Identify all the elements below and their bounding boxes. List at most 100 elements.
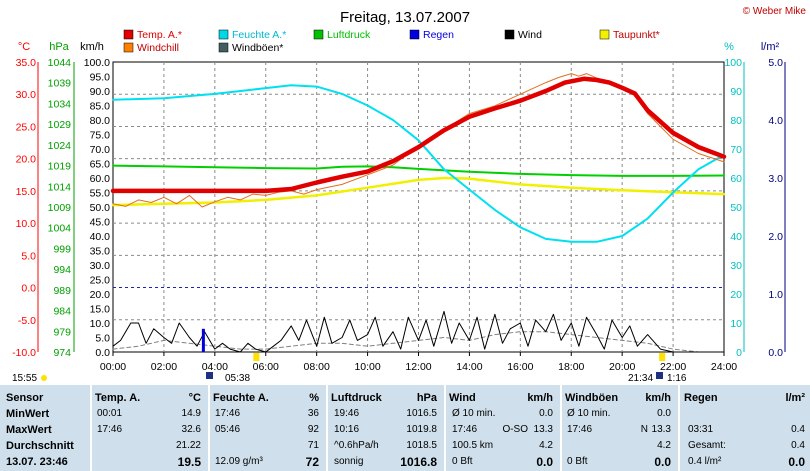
grid	[113, 62, 724, 352]
rain-tick-label: 4.0	[768, 115, 783, 127]
stats-column	[560, 385, 680, 471]
time-tick-label: 04:00	[202, 361, 228, 373]
temp-value: 21.22	[175, 440, 201, 451]
header-temp-unit: °C	[188, 392, 201, 404]
wind-tick-label: 95.0	[90, 72, 111, 84]
temp-tick-label: 20.0	[16, 154, 37, 166]
wind-value: 13.3	[533, 424, 553, 435]
pressure-tick-label: 1004	[48, 223, 72, 235]
temp-time: 17:46	[97, 424, 123, 435]
hum-time: 17:46	[215, 408, 241, 419]
sunrise-label: 05:38	[225, 373, 250, 384]
row-label: 13.07. 23:46	[6, 456, 68, 468]
wind-tick-label: 30.0	[90, 260, 111, 272]
stats-column	[326, 385, 446, 471]
legend-swatch	[504, 29, 515, 40]
rain-value: 0.4	[791, 440, 805, 451]
press-value: 1016.5	[406, 408, 437, 419]
header-gust: Windböen	[565, 392, 619, 404]
pressure-tick-label: 1019	[48, 161, 72, 173]
time-tick-label: 12:00	[405, 361, 431, 373]
wind-tick-label: 5.0	[95, 333, 110, 345]
press-time: ^0.6hPa/h	[334, 440, 379, 451]
stats-column	[208, 385, 328, 471]
legend-swatch	[218, 29, 229, 40]
wind-value: 0.0	[539, 408, 553, 419]
wind-tick-label: 10.0	[90, 318, 111, 330]
hum-value: 71	[307, 440, 319, 451]
legend-label: Temp. A.*	[137, 29, 182, 41]
stats-column	[0, 385, 92, 471]
series-luftdruck	[112, 164, 725, 177]
rain-tick-label: 2.0	[768, 231, 783, 243]
wind-info: 17:46	[452, 424, 478, 435]
wind-tick-label: 25.0	[90, 275, 111, 287]
rain-tick-label: 1.0	[768, 289, 783, 301]
stats-column	[90, 385, 210, 471]
wind-tick-label: 35.0	[90, 246, 111, 258]
wind-tick-label: 100.0	[84, 57, 110, 69]
gust-info: 17:46	[567, 424, 593, 435]
gust-value: 4.2	[657, 440, 671, 451]
humidity-tick-label: 40	[730, 231, 742, 243]
row-label: MaxWert	[6, 424, 52, 436]
moon-icon	[41, 375, 47, 381]
time-tick-label: 10:00	[354, 361, 380, 373]
temp-value: 32.6	[181, 424, 201, 435]
pressure-tick-label: 999	[53, 243, 71, 255]
legend-label: Windböen*	[232, 42, 283, 54]
press-time: sonnig	[334, 456, 364, 467]
legend-label: Regen	[423, 29, 454, 41]
temp-value: 19.5	[177, 455, 201, 469]
stats-column	[444, 385, 562, 471]
humidity-tick-label: 20	[730, 289, 742, 301]
gust-value: 0.0	[654, 455, 671, 469]
header-sensor: Sensor	[6, 392, 44, 404]
series-feuchte-a	[112, 84, 725, 243]
legend-swatch	[218, 42, 229, 53]
temp-tick-label: 0.0	[21, 283, 36, 295]
wind-tick-label: 80.0	[90, 115, 111, 127]
wind-tick-label: 65.0	[90, 159, 111, 171]
pressure-tick-label: 989	[53, 285, 71, 297]
rain-bar	[201, 328, 205, 352]
time-tick-label: 02:00	[151, 361, 177, 373]
rain-tick-label: 5.0	[768, 57, 783, 69]
temp-tick-label: 25.0	[16, 121, 37, 133]
temp-time: 00:01	[97, 408, 123, 419]
humidity-tick-label: 60	[730, 173, 742, 185]
pressure-tick-label: 1034	[48, 98, 72, 110]
temp-tick-label: 30.0	[16, 89, 37, 101]
press-time: 10:16	[334, 424, 360, 435]
pressure-tick-label: 1039	[48, 78, 72, 90]
header-temp: Temp. A.	[95, 392, 141, 404]
series-taupunkt	[111, 176, 726, 207]
pressure-tick-label: 1009	[48, 202, 72, 214]
legend-label: Windchill	[137, 42, 179, 54]
wind-tick-label: 60.0	[90, 173, 111, 185]
series-layer	[110, 73, 727, 353]
time-tick-label: 00:00	[100, 361, 126, 373]
wind-dir: O-SO	[502, 424, 528, 435]
rain-value: 0.4	[791, 424, 805, 435]
humidity-tick-label: 30	[730, 260, 742, 272]
temp-tick-label: 10.0	[16, 218, 37, 230]
hum-value: 36	[307, 408, 319, 419]
rain-value: 0.0	[788, 455, 805, 469]
wind-tick-label: 15.0	[90, 304, 111, 316]
temp-value: 14.9	[181, 408, 201, 419]
sunset-icon	[656, 372, 663, 379]
wind-info: 100.5 km	[452, 440, 494, 451]
pressure-tick-label: 1014	[48, 181, 72, 193]
hum-value: 92	[307, 424, 319, 435]
wind-info: 0 Bft	[452, 456, 473, 467]
wind-axis-unit: km/h	[80, 41, 104, 53]
temp-tick-label: 35.0	[16, 57, 37, 69]
legend-swatch	[123, 42, 134, 53]
humidity-tick-label: 90	[730, 86, 742, 98]
legend-swatch	[313, 29, 324, 40]
temp-tick-label: 5.0	[21, 250, 36, 262]
hum-time: 12.09 g/m³	[215, 456, 263, 467]
gust-value: 13.3	[651, 424, 671, 435]
gust-info: Ø 10 min.	[567, 408, 611, 419]
